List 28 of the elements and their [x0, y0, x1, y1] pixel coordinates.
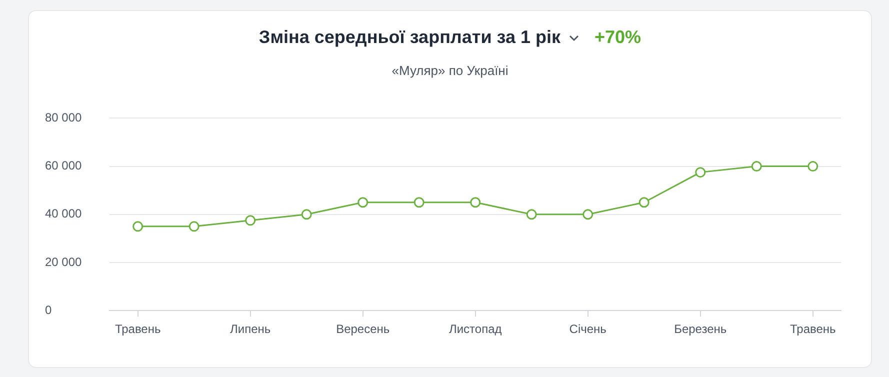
x-tick-label: Травень [114, 322, 161, 336]
point [808, 161, 818, 172]
point [695, 167, 706, 178]
x-tick-label: Березень [674, 322, 727, 336]
point [526, 209, 537, 220]
x-tick-label: Вересень [336, 322, 390, 336]
y-tick-label: 60 000 [45, 158, 82, 173]
point [638, 197, 650, 208]
point [188, 221, 200, 232]
point [751, 161, 762, 172]
point [132, 221, 144, 232]
x-tick-label: Травень [790, 322, 836, 336]
x-tick-label: Липень [230, 322, 271, 336]
point [470, 197, 481, 208]
y-tick-label: 40 000 [45, 206, 82, 221]
text: +70% [594, 27, 642, 47]
point [358, 197, 368, 208]
chart-title: Зміна середньої зарплати за 1 рік [258, 27, 561, 47]
y-tick-label: 20 000 [45, 254, 82, 269]
point [301, 209, 312, 220]
x-tick-label: Січень [569, 322, 606, 336]
chart-subtitle: «Муляр» по Україні [390, 63, 510, 78]
point [245, 215, 256, 226]
y-tick-label: 0 [45, 302, 52, 317]
y-tick-label: 80 000 [45, 110, 82, 125]
point [414, 197, 424, 208]
x-tick-label: Листопад [448, 322, 502, 336]
point [582, 209, 594, 220]
